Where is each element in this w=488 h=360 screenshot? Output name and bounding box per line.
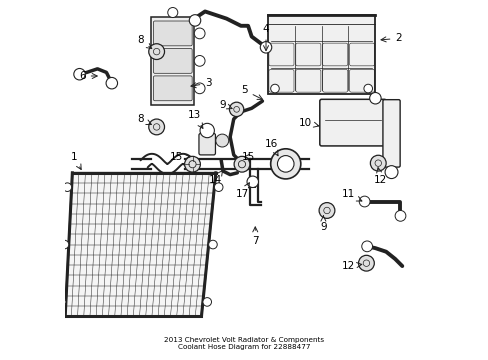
Circle shape	[57, 298, 66, 306]
Circle shape	[189, 15, 201, 26]
Text: 14: 14	[209, 170, 223, 185]
Circle shape	[260, 41, 271, 53]
Circle shape	[369, 155, 386, 171]
FancyBboxPatch shape	[267, 15, 375, 94]
Text: 4: 4	[262, 24, 269, 51]
Circle shape	[384, 166, 397, 179]
Circle shape	[194, 55, 204, 66]
Text: 2: 2	[380, 33, 401, 43]
Circle shape	[277, 156, 293, 172]
Text: 15: 15	[169, 152, 189, 162]
Circle shape	[148, 44, 164, 59]
Text: 8: 8	[137, 35, 151, 49]
Circle shape	[270, 84, 279, 93]
Text: 9: 9	[320, 216, 326, 231]
Circle shape	[60, 240, 69, 249]
Text: 2013 Chevrolet Volt Radiator & Components
Coolant Hose Diagram for 22888477: 2013 Chevrolet Volt Radiator & Component…	[164, 337, 324, 350]
Circle shape	[148, 119, 164, 135]
Circle shape	[234, 156, 249, 172]
FancyBboxPatch shape	[151, 17, 194, 105]
Text: 7: 7	[251, 227, 258, 246]
Text: 17: 17	[236, 183, 249, 199]
Circle shape	[229, 102, 244, 117]
Circle shape	[214, 183, 223, 192]
Circle shape	[208, 240, 217, 249]
Text: 8: 8	[137, 114, 151, 125]
Text: 12: 12	[341, 261, 361, 271]
Circle shape	[203, 298, 211, 306]
Circle shape	[369, 93, 380, 104]
Circle shape	[74, 68, 85, 80]
Circle shape	[363, 84, 372, 93]
Circle shape	[167, 8, 178, 18]
Polygon shape	[65, 173, 215, 316]
Text: 1: 1	[70, 152, 81, 170]
FancyBboxPatch shape	[153, 76, 192, 101]
Text: 12: 12	[373, 168, 386, 185]
Text: 6: 6	[79, 71, 97, 81]
FancyBboxPatch shape	[153, 49, 192, 73]
Circle shape	[215, 134, 228, 147]
Text: 11: 11	[341, 189, 361, 201]
FancyBboxPatch shape	[199, 134, 215, 155]
Text: 9: 9	[219, 100, 232, 110]
Circle shape	[63, 183, 72, 192]
Circle shape	[319, 203, 334, 219]
Circle shape	[184, 156, 200, 172]
Text: 5: 5	[241, 85, 262, 99]
Text: 13: 13	[187, 111, 203, 129]
Circle shape	[194, 83, 204, 94]
Circle shape	[358, 255, 373, 271]
FancyBboxPatch shape	[382, 100, 399, 167]
Text: 3: 3	[190, 78, 211, 88]
Text: 16: 16	[264, 139, 278, 156]
FancyBboxPatch shape	[153, 21, 192, 46]
Circle shape	[394, 211, 405, 221]
FancyBboxPatch shape	[319, 99, 386, 146]
Circle shape	[270, 149, 300, 179]
Circle shape	[106, 77, 117, 89]
Text: 10: 10	[298, 118, 318, 128]
Circle shape	[200, 123, 214, 138]
Circle shape	[246, 176, 258, 188]
Circle shape	[194, 28, 204, 39]
Circle shape	[361, 241, 372, 252]
Circle shape	[359, 196, 369, 207]
Text: 15: 15	[241, 152, 254, 162]
